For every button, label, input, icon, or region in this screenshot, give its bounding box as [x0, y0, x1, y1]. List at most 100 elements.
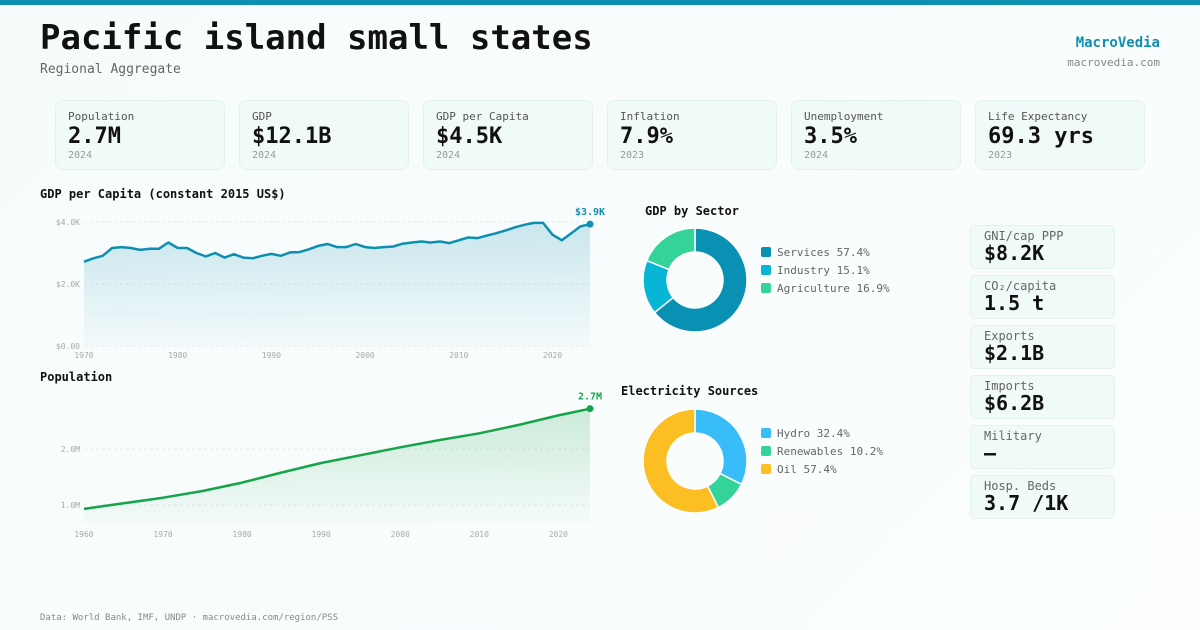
sector-legend: Services 57.4% Industry 15.1% Agriculture …: [761, 243, 890, 297]
stat-value: $4.5K: [436, 124, 503, 149]
side-stat-value: 3.7 /1K: [984, 491, 1069, 515]
legend-item: Renewables 10.2%: [761, 442, 883, 460]
x-tick-label: 1980: [232, 530, 251, 539]
stat-label: Population: [68, 110, 135, 123]
end-point: [586, 405, 594, 413]
area-fill: [84, 408, 590, 523]
stat-card-population: Population 2.7M 2024: [55, 100, 225, 170]
stat-label: Life Expectancy: [988, 110, 1088, 123]
x-tick-label: 2020: [549, 530, 568, 539]
stat-value: 3.5%: [804, 124, 857, 149]
stat-card-life-expectancy: Life Expectancy 69.3 yrs 2023: [975, 100, 1145, 170]
legend-item: Agriculture 16.9%: [761, 279, 890, 297]
y-tick-label: $0.00: [56, 342, 80, 351]
stat-value: 2.7M: [68, 124, 121, 149]
x-tick-label: 2000: [391, 530, 410, 539]
side-stat-value: 1.5 t: [984, 291, 1045, 315]
side-stat-card: Hosp. Beds 3.7 /1K: [970, 475, 1115, 519]
footer-source: Data: World Bank, IMF, UNDP · macrovedia…: [40, 613, 339, 623]
area-fill: [84, 222, 590, 346]
donut-slice: [645, 227, 696, 271]
stat-card-gdp: GDP $12.1B 2024: [239, 100, 409, 170]
legend-label: Industry 15.1%: [777, 263, 870, 277]
series-line: [83, 407, 591, 511]
y-tick-label: $2.0K: [56, 280, 80, 289]
legend-item: Services 57.4%: [761, 243, 890, 261]
stat-year: 2023: [988, 150, 1013, 161]
electricity-chart-title: Electricity Sources: [621, 384, 759, 398]
side-stat-value: —: [984, 441, 997, 465]
x-tick-label: 1990: [262, 351, 281, 360]
legend-item: Industry 15.1%: [761, 261, 890, 279]
end-value-label: $3.9K: [575, 207, 605, 218]
side-stat-card: Exports $2.1B: [970, 325, 1115, 369]
side-stat-value: $6.2B: [984, 391, 1045, 415]
donut-slice: [653, 227, 748, 333]
stat-year: 2024: [68, 150, 93, 161]
page-title: Pacific island small states: [40, 18, 593, 58]
side-stat-label: Hosp. Beds: [984, 479, 1057, 493]
legend-swatch: [761, 247, 771, 257]
stat-year: 2024: [252, 150, 277, 161]
stat-value: 69.3 yrs: [988, 124, 1094, 149]
side-stat-label: Imports: [984, 379, 1035, 393]
stat-card-unemployment: Unemployment 3.5% 2024: [791, 100, 961, 170]
x-tick-label: 2010: [449, 351, 468, 360]
brand-url[interactable]: macrovedia.com: [1067, 56, 1160, 69]
side-stat-card: Imports $6.2B: [970, 375, 1115, 419]
x-tick-label: 1990: [312, 530, 331, 539]
legend-label: Agriculture 16.9%: [777, 281, 890, 295]
donut-slice: [642, 408, 720, 514]
x-tick-label: 2000: [355, 351, 374, 360]
stat-label: GDP per Capita: [436, 110, 529, 123]
x-tick-label: 2010: [470, 530, 489, 539]
legend-item: Hydro 32.4%: [761, 424, 883, 442]
end-value-label: 2.7M: [578, 392, 602, 403]
series-line: [83, 221, 591, 263]
stat-card-inflation: Inflation 7.9% 2023: [607, 100, 777, 170]
population-chart-title: Population: [40, 370, 113, 384]
stat-label: GDP: [252, 110, 272, 123]
legend-label: Services 57.4%: [777, 245, 870, 259]
stat-value: $12.1B: [252, 124, 332, 149]
side-stat-value: $2.1B: [984, 341, 1045, 365]
end-point: [586, 220, 594, 228]
legend-swatch: [761, 464, 771, 474]
x-tick-label: 1960: [74, 530, 93, 539]
legend-label: Renewables 10.2%: [777, 444, 883, 458]
gdp-chart-title: GDP per Capita (constant 2015 US$): [40, 187, 286, 201]
x-tick-label: 1970: [74, 351, 93, 360]
y-tick-label: 1.0M: [61, 501, 80, 510]
legend-swatch: [761, 446, 771, 456]
y-tick-label: $4.0K: [56, 218, 80, 227]
sector-chart-title: GDP by Sector: [645, 204, 739, 218]
legend-item: Oil 57.4%: [761, 460, 883, 478]
y-tick-label: 2.0M: [61, 445, 80, 454]
side-stat-card: CO₂/capita 1.5 t: [970, 275, 1115, 319]
stat-card-gdp-per-capita: GDP per Capita $4.5K 2024: [423, 100, 593, 170]
legend-swatch: [761, 283, 771, 293]
stat-year: 2023: [620, 150, 645, 161]
donut-slice: [694, 408, 748, 486]
stat-value: 7.9%: [620, 124, 673, 149]
legend-label: Hydro 32.4%: [777, 426, 850, 440]
side-stat-label: GNI/cap PPP: [984, 229, 1064, 243]
side-stat-card: GNI/cap PPP $8.2K: [970, 225, 1115, 269]
page-subtitle: Regional Aggregate: [40, 62, 181, 77]
side-stat-label: Exports: [984, 329, 1035, 343]
stat-label: Inflation: [620, 110, 680, 123]
side-stat-label: CO₂/capita: [984, 279, 1057, 293]
legend-swatch: [761, 265, 771, 275]
brand-logo[interactable]: MacroVedia: [1075, 35, 1160, 51]
top-accent-bar: [0, 0, 1200, 5]
electricity-legend: Hydro 32.4% Renewables 10.2% Oil 57.4%: [761, 424, 883, 478]
x-tick-label: 1970: [153, 530, 172, 539]
stat-label: Unemployment: [804, 110, 884, 123]
side-stat-label: Military: [984, 429, 1042, 443]
legend-label: Oil 57.4%: [777, 462, 837, 476]
x-tick-label: 2020: [543, 351, 562, 360]
x-tick-label: 1980: [168, 351, 187, 360]
legend-swatch: [761, 428, 771, 438]
stat-year: 2024: [436, 150, 461, 161]
